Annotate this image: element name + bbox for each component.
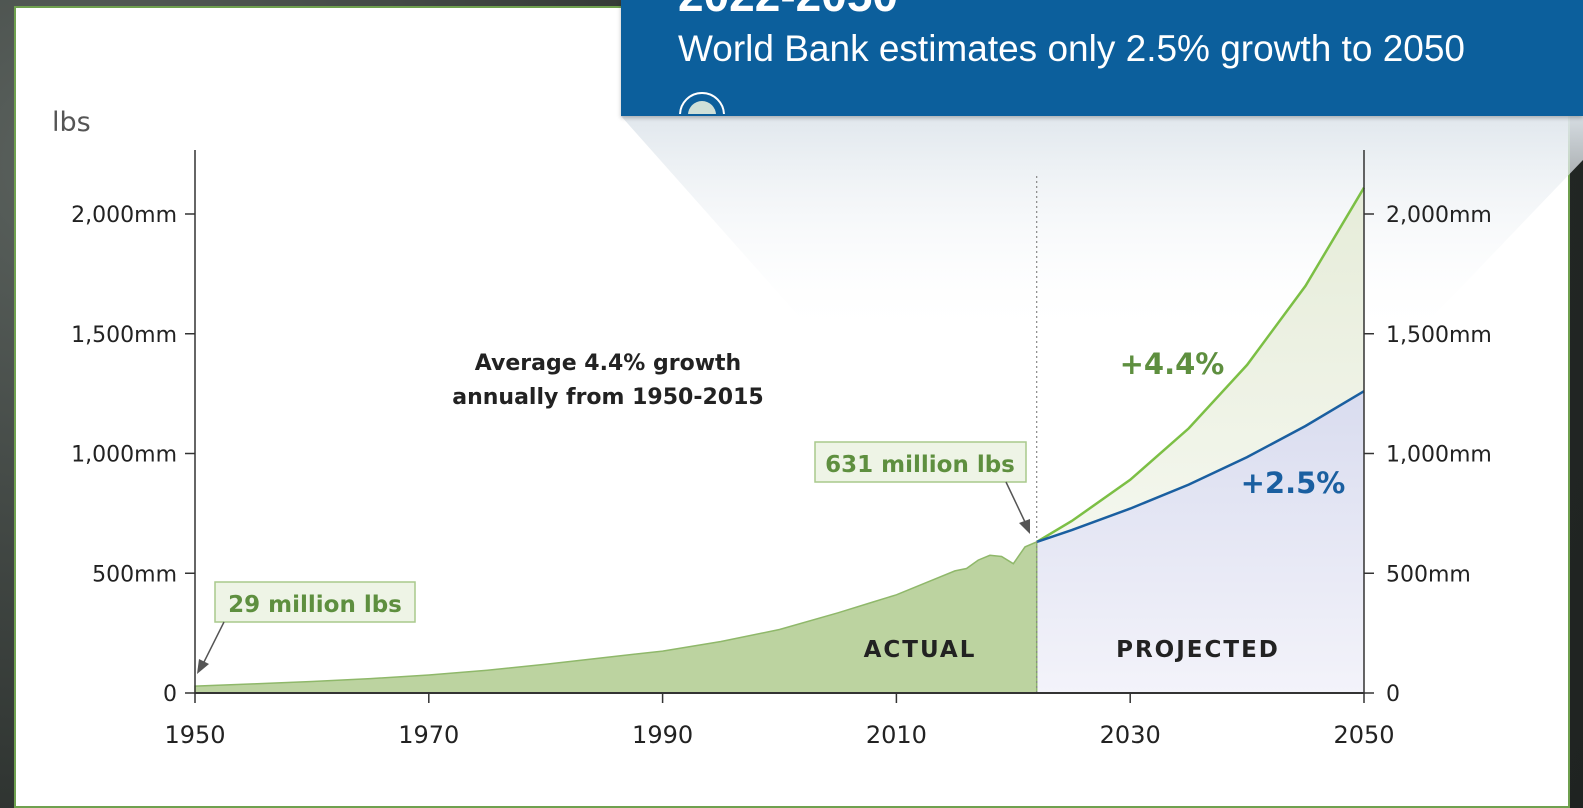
projection-high-line <box>1036 187 1366 543</box>
header-callout: 2022-2050 World Bank estimates only 2.5%… <box>621 0 1583 116</box>
y-tick-label-left: 500mm <box>92 562 177 587</box>
y-tick-label-left: 2,000mm <box>71 203 177 228</box>
actual-area <box>194 540 1038 694</box>
y-tick-label-right: 1,000mm <box>1386 443 1492 468</box>
start-value-arrow <box>202 621 225 665</box>
timeline-marker-icon <box>679 92 725 114</box>
x-tick-label: 2030 <box>1100 721 1161 749</box>
callout-beam <box>621 116 1583 340</box>
growth-note-line1: Average 4.4% growth <box>475 351 741 376</box>
start-value-label: 29 million lbs <box>228 592 402 618</box>
current-value-label: 631 million lbs <box>825 452 1015 478</box>
projected-region-label: PROJECTED <box>1116 637 1280 663</box>
projection-low-area <box>1036 391 1364 693</box>
start-value-box <box>214 581 416 623</box>
y-tick-label-left: 1,500mm <box>71 323 177 348</box>
header-subtitle: World Bank estimates only 2.5% growth to… <box>678 28 1466 69</box>
current-value-box <box>814 441 1027 483</box>
y-tick-label-right: 0 <box>1386 682 1400 707</box>
start-value-arrowhead <box>197 659 209 674</box>
y-tick-label-right: 500mm <box>1386 562 1471 587</box>
x-tick-label: 1990 <box>632 721 693 749</box>
x-tick-label: 1950 <box>164 721 225 749</box>
header-title: 2022-2050 <box>678 0 898 22</box>
y-tick-label-right: 2,000mm <box>1386 203 1492 228</box>
x-tick-label: 1970 <box>398 721 459 749</box>
current-value-arrowhead <box>1019 519 1030 534</box>
y-tick-label-left: 0 <box>163 682 177 707</box>
y-tick-label-right: 1,500mm <box>1386 323 1492 348</box>
projection-high-band <box>1036 187 1364 542</box>
y-tick-label-left: 1,000mm <box>71 443 177 468</box>
growth-note-line2: annually from 1950-2015 <box>452 385 763 410</box>
y-axis-label: lbs <box>52 107 91 138</box>
actual-region-label: ACTUAL <box>864 637 977 663</box>
projection-low-line <box>1036 390 1365 544</box>
high-rate-label: +4.4% <box>1120 347 1225 381</box>
x-tick-label: 2050 <box>1333 721 1394 749</box>
current-value-arrow <box>1005 481 1026 523</box>
low-rate-label: +2.5% <box>1241 466 1346 500</box>
x-tick-label: 2010 <box>866 721 927 749</box>
